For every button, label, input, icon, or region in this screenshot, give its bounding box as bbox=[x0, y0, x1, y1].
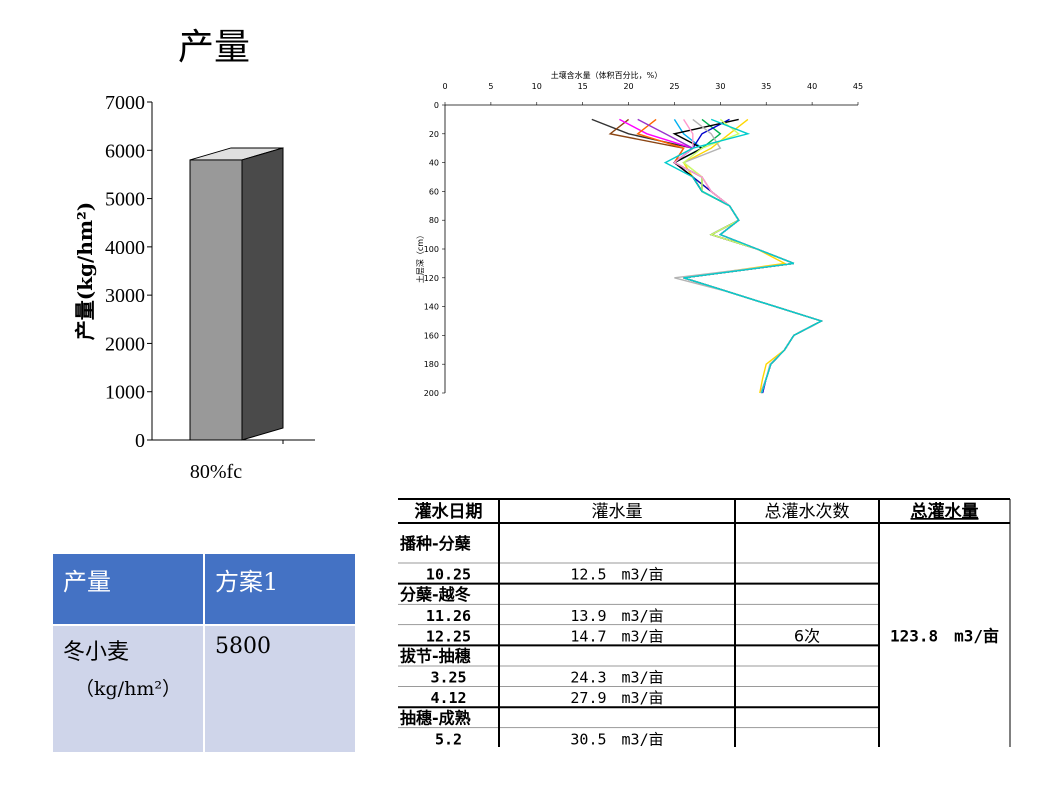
irrigation-amount: 27.9 m3/亩 bbox=[570, 689, 663, 707]
yield-table-header-scheme: 方案1 bbox=[203, 552, 357, 626]
y-tick-label: 0 bbox=[434, 101, 439, 110]
series-line-13 bbox=[673, 119, 824, 394]
y-tick-label: 60 bbox=[429, 187, 439, 196]
series-line-14 bbox=[663, 118, 824, 394]
header-cell: 总灌水次数 bbox=[765, 502, 850, 522]
yield-table-crop-cell: 冬小麦 （kg/hm²） bbox=[51, 624, 205, 754]
x-tick-label: 45 bbox=[853, 82, 863, 91]
irrigation-date: 4.12 bbox=[430, 689, 466, 707]
bar-front-face bbox=[189, 159, 243, 441]
stage-label: 分蘖-越冬 bbox=[400, 585, 471, 604]
x-tick-label: 35 bbox=[761, 82, 771, 91]
y-tick-label: 4000 bbox=[105, 237, 145, 259]
header-cell: 灌水量 bbox=[592, 502, 643, 522]
page-title: 产量 bbox=[178, 27, 251, 68]
yield-bar-chart: 0 1000 2000 3000 4000 5000 6000 7000 80%fc 产量(kg/… bbox=[73, 92, 315, 483]
series-line-11 bbox=[674, 118, 824, 394]
irrigation-amount: 12.5 m3/亩 bbox=[570, 566, 663, 584]
yield-table-value: 5800 bbox=[203, 624, 357, 754]
y-tick-label: 5000 bbox=[105, 189, 145, 211]
crop-unit: （kg/hm²） bbox=[75, 678, 181, 700]
irrigation-date: 10.25 bbox=[426, 566, 471, 584]
series-line-6 bbox=[673, 119, 824, 394]
x-tick-label: 5 bbox=[488, 82, 493, 91]
series-line-1 bbox=[591, 118, 824, 394]
stage-label: 拔节-抽穗 bbox=[400, 647, 471, 666]
x-tick-label: 15 bbox=[578, 82, 588, 91]
x-tick-label: 10 bbox=[532, 82, 542, 91]
y-tick-label: 200 bbox=[424, 389, 439, 398]
y-tick-label: 1000 bbox=[105, 382, 145, 404]
total-count: 6次 bbox=[794, 627, 820, 646]
y-tick-label: 3000 bbox=[105, 285, 145, 307]
soil-moisture-chart: 土壤含水量（体积百分比，%） 0 5 10 15 20 25 30 35 40 45 0 20 40 60 8… bbox=[415, 70, 863, 398]
crop-name: 冬小麦 bbox=[63, 640, 130, 665]
y-tick-label: 80 bbox=[429, 216, 439, 225]
y-tick-label: 120 bbox=[424, 274, 439, 283]
y-tick-label: 0 bbox=[135, 430, 145, 452]
irrigation-amount: 13.9 m3/亩 bbox=[570, 607, 663, 625]
y-tick-label: 7000 bbox=[105, 92, 145, 114]
yield-table: 产量 方案1 冬小麦 （kg/hm²） 5800 bbox=[51, 552, 357, 754]
series-line-4 bbox=[636, 118, 824, 394]
series-line-9 bbox=[673, 118, 824, 394]
y-tick-label: 180 bbox=[424, 360, 439, 369]
y-tick-label: 140 bbox=[424, 303, 439, 312]
x-tick-label: 40 bbox=[807, 82, 817, 91]
x-tick-label: 30 bbox=[715, 82, 725, 91]
total-amount: 123.8 m3/亩 bbox=[890, 627, 999, 646]
chart-title: 土壤含水量（体积百分比，%） bbox=[551, 70, 663, 80]
x-tick-label: 20 bbox=[623, 82, 633, 91]
x-category-label: 80%fc bbox=[190, 461, 242, 483]
series-line-10 bbox=[672, 118, 824, 394]
series-line-12 bbox=[682, 118, 824, 394]
bar-side-face bbox=[241, 147, 284, 441]
series-line-3 bbox=[619, 118, 824, 394]
series-line-7 bbox=[682, 118, 824, 394]
series-line-8 bbox=[672, 118, 824, 394]
y-axis-label: 产量(kg/hm²) bbox=[73, 202, 97, 341]
y-axis-label: 土层深（cm） bbox=[415, 231, 425, 283]
stage-label: 抽穗-成熟 bbox=[400, 709, 471, 728]
irrigation-date: 5.2 bbox=[435, 730, 462, 747]
yield-table-header-yield: 产量 bbox=[51, 552, 205, 626]
irrigation-date: 12.25 bbox=[426, 627, 471, 645]
series-line-5 bbox=[637, 118, 824, 394]
irrigation-amount: 30.5 m3/亩 bbox=[570, 730, 663, 747]
irrigation-amount: 24.3 m3/亩 bbox=[570, 669, 663, 687]
y-tick-label: 6000 bbox=[105, 140, 145, 162]
series-line-2 bbox=[608, 118, 824, 394]
y-tick-label: 2000 bbox=[105, 333, 145, 355]
y-tick-label: 40 bbox=[429, 159, 439, 168]
y-tick-label: 160 bbox=[424, 331, 439, 340]
x-tick-label: 25 bbox=[669, 82, 679, 91]
stage-label: 播种-分蘖 bbox=[400, 534, 472, 553]
irrigation-date: 3.25 bbox=[430, 669, 466, 687]
x-tick-label: 0 bbox=[442, 82, 447, 91]
irrigation-amount: 14.7 m3/亩 bbox=[570, 627, 663, 645]
header-cell: 灌水日期 bbox=[415, 501, 483, 522]
irrigation-date: 11.26 bbox=[426, 607, 471, 625]
y-tick-label: 100 bbox=[424, 245, 439, 254]
y-tick-label: 20 bbox=[429, 130, 439, 139]
header-cell: 总灌水量 bbox=[911, 501, 979, 522]
